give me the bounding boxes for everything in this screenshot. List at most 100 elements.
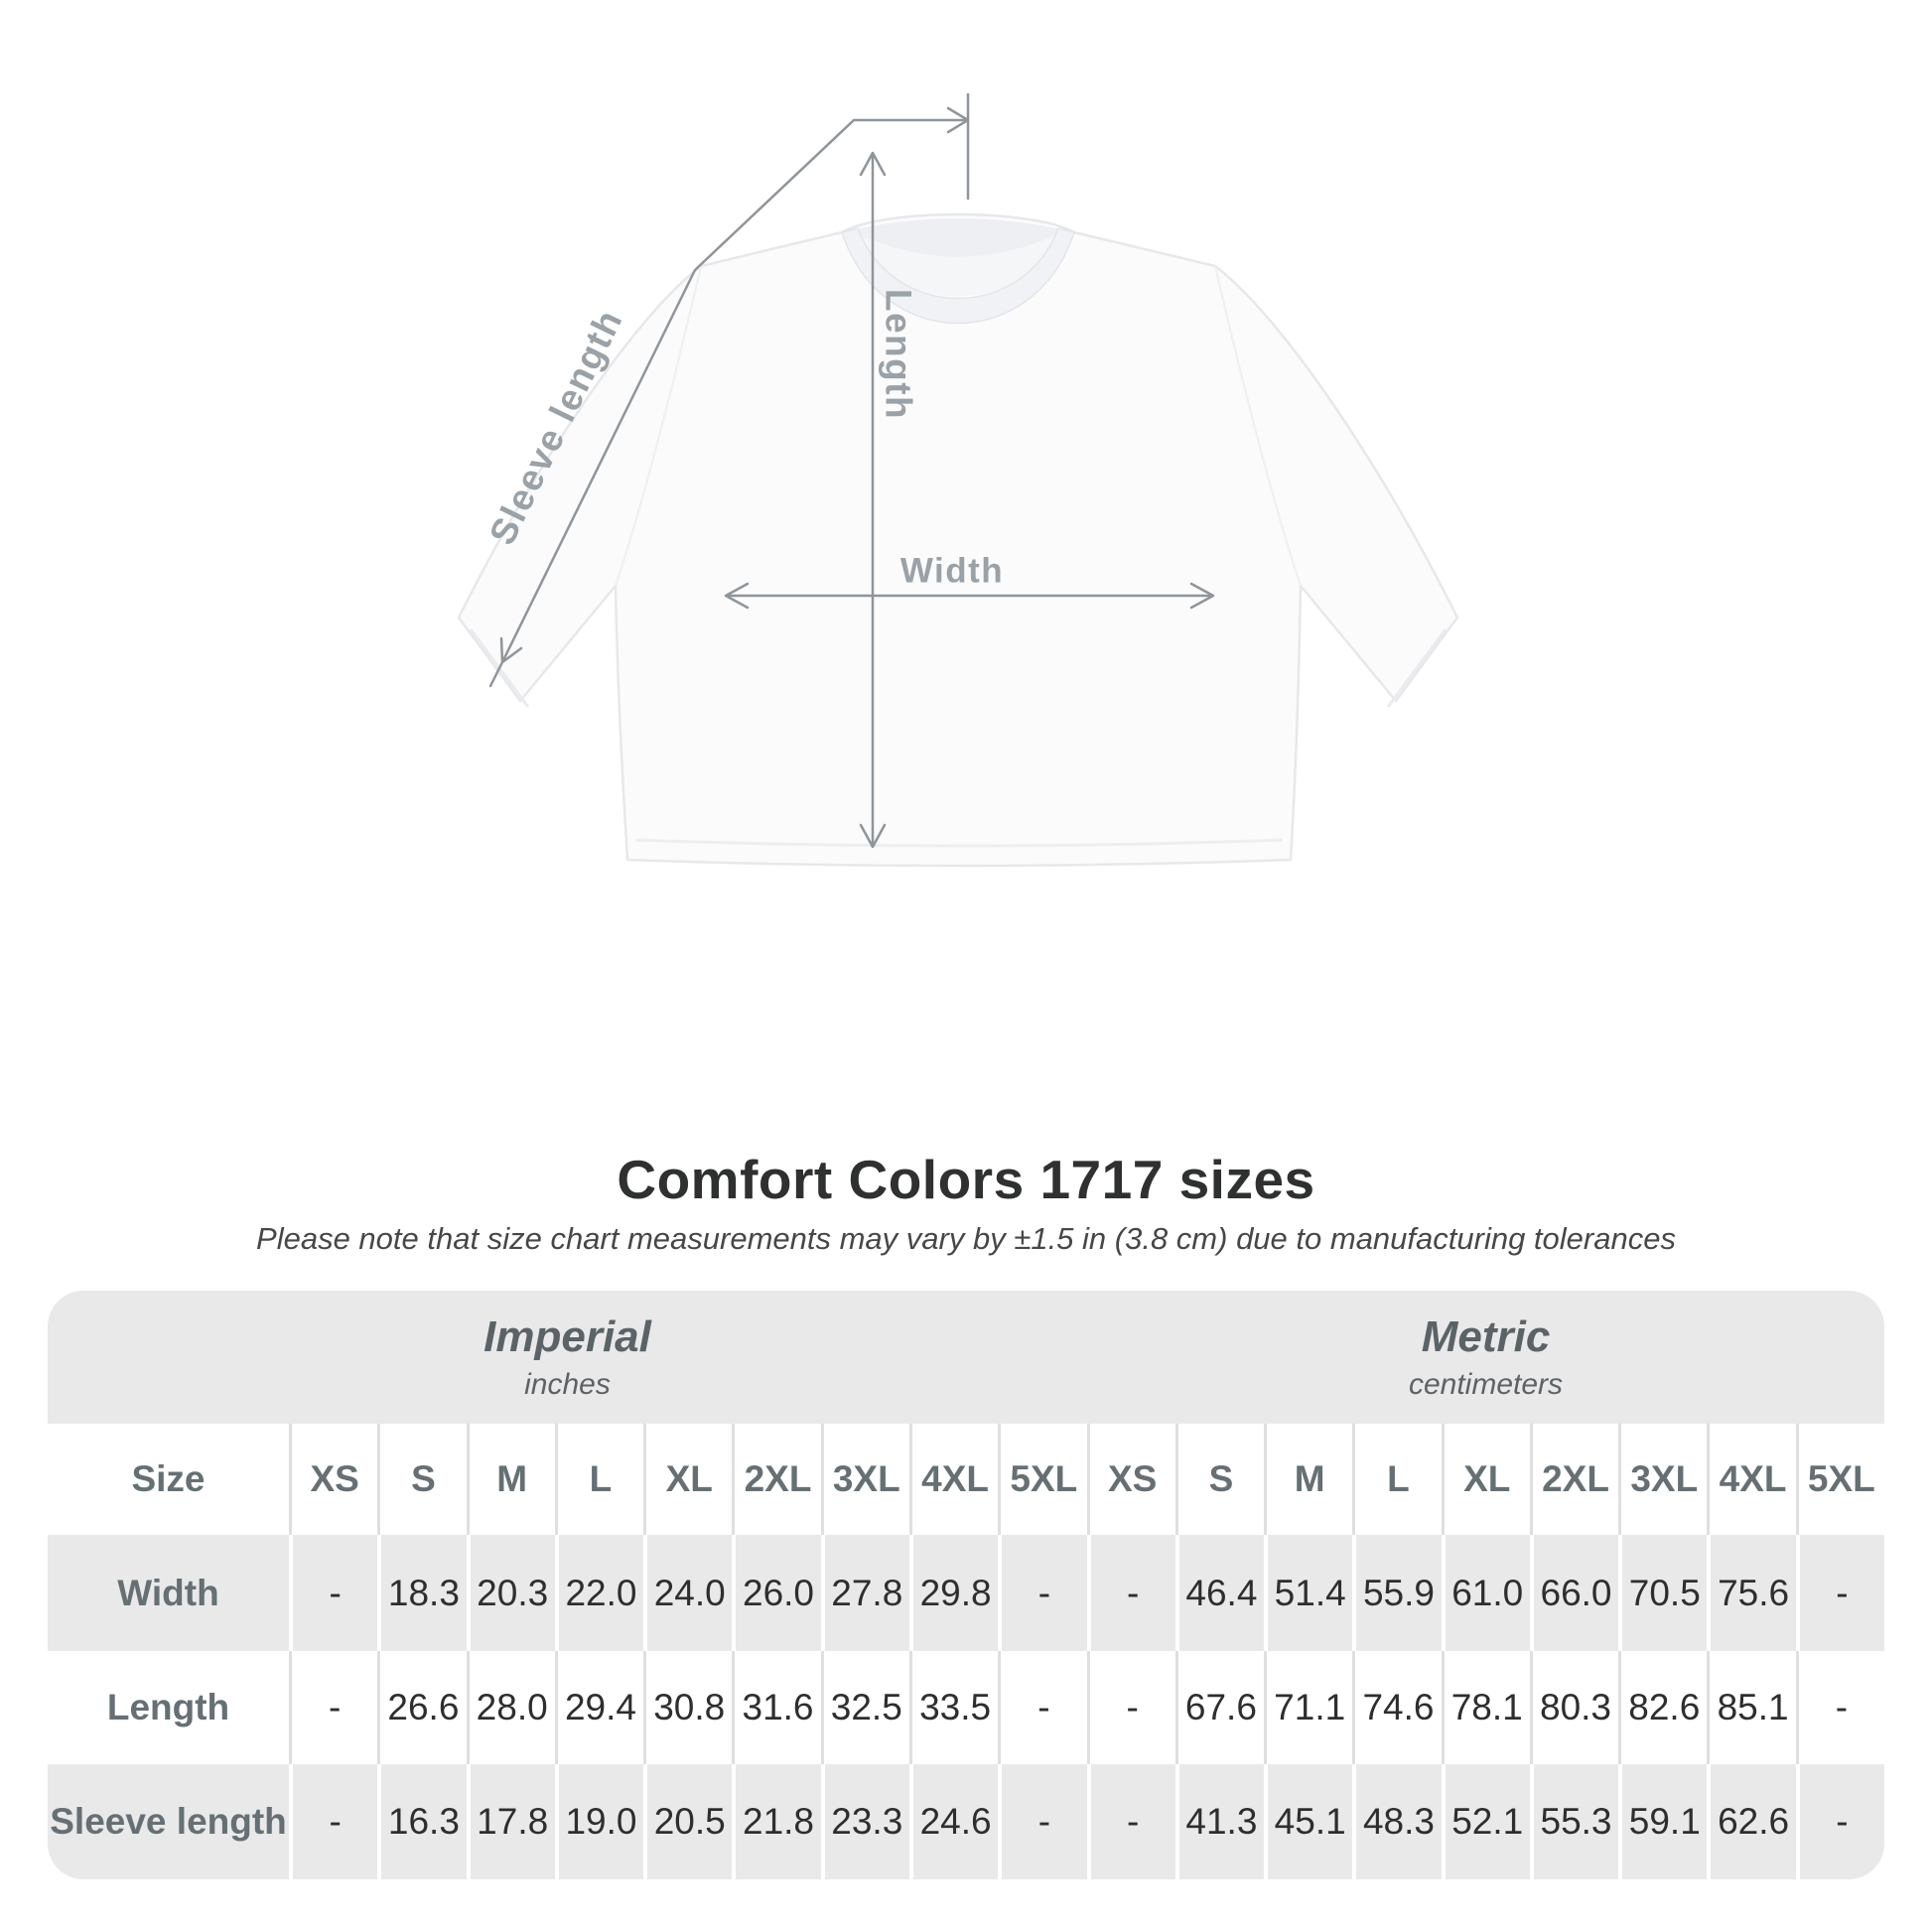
table-row: Length -26.6 28.0 29.4 30.8 31.6 32.5 33.5- -67.… [48,1651,1884,1764]
measurement-value: - [289,1764,377,1879]
size-header-cell: 5XL [1795,1424,1884,1535]
measurement-value: 31.6 [732,1651,820,1764]
size-header-cell: M [466,1424,555,1535]
measurement-value: 16.3 [377,1764,466,1879]
measurement-value: 46.4 [1174,1535,1264,1651]
measurement-value: 85.1 [1707,1651,1795,1764]
measurement-value: 17.8 [466,1764,555,1879]
measurement-value: 18.3 [377,1535,466,1651]
size-header-cell: S [377,1424,466,1535]
size-header-cell: 3XL [820,1424,909,1535]
size-header-cell: M [1264,1424,1352,1535]
measurement-value: 27.8 [820,1535,909,1651]
measurement-value: - [1086,1651,1175,1764]
measurement-value: 26.0 [732,1535,820,1651]
right-sleeve-seam [1213,265,1303,587]
measurement-value: 70.5 [1618,1535,1707,1651]
measurement-value: 24.0 [643,1535,732,1651]
size-header-cell: XS [289,1424,377,1535]
imperial-group-header: Imperial inches [48,1291,1087,1424]
measurement-value: 75.6 [1707,1535,1795,1651]
size-header-cell: 2XL [1529,1424,1618,1535]
size-tolerance-note: Please note that size chart measurements… [256,1221,1676,1256]
measurement-value: 29.4 [554,1651,643,1764]
measurement-value: - [1795,1535,1884,1651]
measurement-value: 74.6 [1352,1651,1441,1764]
tshirt-body [457,212,1459,868]
length-arrow [859,151,887,849]
metric-label: Metric [1421,1312,1551,1361]
measurement-value: - [1795,1651,1884,1764]
size-header-cell: L [554,1424,643,1535]
size-header-cell: XL [1441,1424,1530,1535]
measurement-value: 24.6 [908,1764,998,1879]
size-header-cell: 3XL [1618,1424,1707,1535]
table-row: Sleeve length -16.3 17.8 19.0 20.5 21.8 23.3 24… [48,1764,1884,1879]
measurement-value: 51.4 [1264,1535,1352,1651]
measurement-value: 19.0 [554,1764,643,1879]
measurement-value: - [289,1535,377,1651]
size-header-cell: 2XL [732,1424,820,1535]
width-arrow [724,582,1215,610]
measurement-value: - [1795,1764,1884,1879]
measurement-value: 21.8 [732,1764,820,1879]
measurement-value: 52.1 [1441,1764,1530,1879]
tshirt-diagram: Sleeve length Length Width [427,79,1509,894]
size-table: Imperial inches Metric centimeters Size X… [48,1291,1884,1879]
measurement-value: 59.1 [1618,1764,1707,1879]
row-label: Length [106,1687,230,1727]
measurement-value: - [998,1764,1086,1879]
collar-back [842,218,1074,259]
row-label: Sleeve length [50,1801,287,1842]
left-sleeve-seam [614,265,703,587]
page-title: Comfort Colors 1717 sizes [617,1149,1315,1210]
size-header-cell: S [1174,1424,1264,1535]
header-row: Size XS S M L XL 2XL 3XL 4XL 5XL XS S M L XL 2XL 3XL 4XL 5… [48,1424,1884,1535]
measurement-value: 32.5 [820,1651,909,1764]
measurement-value: 66.0 [1529,1535,1618,1651]
measurement-value: 26.6 [377,1651,466,1764]
measurement-value: - [1086,1764,1175,1879]
measurement-value: 23.3 [820,1764,909,1879]
measurement-value: - [1086,1535,1175,1651]
measurement-value: - [998,1651,1086,1764]
width-label: Width [900,552,1004,591]
sleeve-length-arrow [488,92,970,688]
measurement-value: 82.6 [1618,1651,1707,1764]
size-header-cell: L [1352,1424,1441,1535]
measurement-value: 55.9 [1352,1535,1441,1651]
measurement-value: - [998,1535,1086,1651]
measurement-value: 55.3 [1529,1764,1618,1879]
table-row: Width -18.3 20.3 22.0 24.0 26.0 27.8 29.8- -46.4… [48,1535,1884,1651]
size-header-cell: XL [643,1424,732,1535]
measurement-value: 78.1 [1441,1651,1530,1764]
measurement-value: 48.3 [1352,1764,1441,1879]
size-header-cell: XS [1086,1424,1175,1535]
collar-band [841,227,1075,325]
measurement-value: 45.1 [1264,1764,1352,1879]
measurement-value: 67.6 [1174,1651,1264,1764]
measurement-value: 30.8 [643,1651,732,1764]
collar-inner [852,231,1064,297]
measurement-value: 80.3 [1529,1651,1618,1764]
measurement-value: 22.0 [554,1535,643,1651]
measurement-value: 28.0 [466,1651,555,1764]
size-table-body: Size XS S M L XL 2XL 3XL 4XL 5XL XS S M L XL 2XL 3XL 4XL 5… [48,1424,1884,1879]
measurement-value: 71.1 [1264,1651,1352,1764]
length-label: Length [879,289,919,420]
measurement-value: 33.5 [908,1651,998,1764]
hem-seam [634,838,1284,848]
size-header-cell: 4XL [908,1424,998,1535]
size-column-header: Size [131,1458,206,1499]
measurement-value: 29.8 [908,1535,998,1651]
imperial-label: Imperial [483,1312,651,1361]
metric-unit-label: centimeters [1408,1368,1564,1401]
unit-group-header: Imperial inches Metric centimeters [48,1291,1884,1424]
size-header-cell: 4XL [1707,1424,1795,1535]
measurement-value: - [289,1651,377,1764]
size-header-cell: 5XL [998,1424,1086,1535]
row-label: Width [117,1572,219,1613]
right-cuff-seam [1386,628,1448,708]
metric-group-header: Metric centimeters [1087,1291,1884,1424]
